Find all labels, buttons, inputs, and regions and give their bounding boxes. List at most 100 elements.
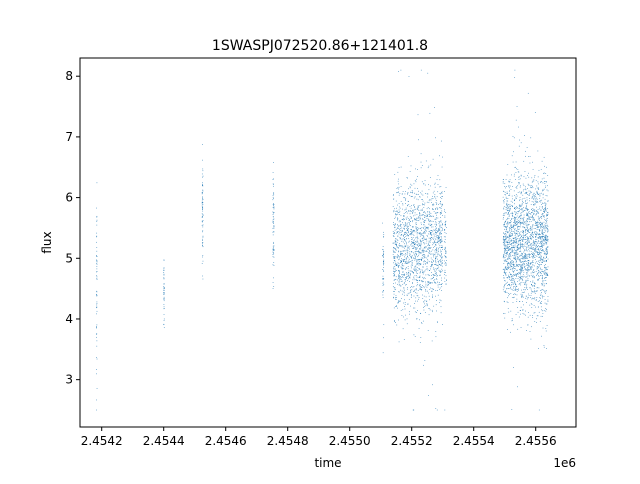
data-point bbox=[427, 207, 429, 208]
data-point bbox=[507, 200, 509, 202]
data-point bbox=[503, 207, 505, 209]
data-point bbox=[272, 256, 274, 258]
data-point bbox=[514, 221, 515, 222]
data-point bbox=[425, 289, 426, 291]
data-point bbox=[516, 222, 517, 223]
data-point bbox=[419, 212, 420, 214]
data-point bbox=[508, 243, 510, 245]
data-point bbox=[430, 282, 432, 284]
data-point bbox=[423, 301, 425, 303]
data-point bbox=[393, 222, 394, 223]
data-point bbox=[433, 305, 435, 307]
data-point bbox=[398, 270, 400, 271]
data-point bbox=[523, 289, 525, 291]
data-point bbox=[526, 229, 528, 231]
data-point bbox=[445, 212, 447, 213]
data-point bbox=[429, 112, 431, 114]
data-point bbox=[519, 216, 521, 217]
data-point bbox=[545, 249, 547, 251]
data-point bbox=[272, 249, 274, 251]
data-point bbox=[540, 290, 541, 292]
data-point bbox=[202, 244, 203, 246]
data-point bbox=[202, 245, 203, 247]
data-point bbox=[509, 293, 510, 295]
data-point bbox=[410, 265, 412, 267]
data-point bbox=[404, 215, 405, 217]
data-point bbox=[510, 226, 512, 228]
data-point bbox=[445, 233, 447, 234]
data-point bbox=[532, 280, 534, 282]
data-point bbox=[518, 217, 519, 219]
data-point bbox=[512, 201, 513, 203]
data-point bbox=[546, 214, 548, 216]
data-point bbox=[532, 274, 534, 276]
data-point bbox=[420, 280, 422, 281]
data-point bbox=[525, 310, 526, 312]
data-point bbox=[502, 269, 504, 270]
data-point bbox=[422, 218, 423, 220]
data-point bbox=[444, 222, 446, 223]
data-point bbox=[512, 283, 514, 285]
data-point bbox=[396, 239, 398, 241]
data-point bbox=[506, 231, 508, 233]
data-point bbox=[527, 239, 529, 240]
data-point bbox=[404, 224, 406, 226]
data-point bbox=[273, 208, 275, 210]
data-point bbox=[398, 212, 400, 213]
data-point bbox=[427, 303, 428, 305]
data-point bbox=[396, 279, 398, 281]
data-point bbox=[535, 239, 536, 241]
data-point bbox=[430, 287, 431, 289]
data-point bbox=[418, 262, 419, 264]
data-point bbox=[539, 237, 541, 238]
data-point bbox=[435, 212, 437, 214]
data-point bbox=[433, 243, 435, 245]
data-point bbox=[503, 251, 505, 253]
data-point bbox=[394, 233, 396, 235]
data-point bbox=[540, 248, 541, 250]
data-point bbox=[444, 229, 445, 230]
data-point bbox=[435, 217, 437, 218]
data-point bbox=[546, 181, 548, 183]
data-point bbox=[433, 280, 435, 281]
data-point bbox=[434, 282, 436, 284]
data-point bbox=[517, 328, 519, 330]
data-point bbox=[543, 240, 545, 242]
data-point bbox=[396, 245, 397, 247]
data-point bbox=[273, 221, 274, 222]
data-point bbox=[546, 251, 548, 252]
data-point bbox=[536, 315, 538, 317]
data-point bbox=[514, 289, 516, 291]
data-point bbox=[536, 187, 538, 189]
data-point bbox=[527, 209, 528, 211]
data-point bbox=[547, 213, 549, 215]
data-point bbox=[201, 220, 203, 222]
data-point bbox=[503, 202, 505, 204]
data-point bbox=[409, 313, 410, 315]
data-point bbox=[507, 250, 509, 251]
data-point bbox=[504, 194, 506, 195]
data-point bbox=[532, 209, 534, 211]
data-point bbox=[445, 250, 447, 251]
data-point bbox=[534, 209, 536, 211]
data-point bbox=[518, 316, 520, 318]
data-point bbox=[393, 293, 395, 295]
data-point bbox=[505, 226, 506, 228]
data-point bbox=[546, 274, 548, 276]
data-point bbox=[545, 271, 547, 273]
data-point bbox=[428, 244, 429, 245]
data-point bbox=[402, 293, 403, 295]
data-point bbox=[516, 294, 518, 296]
data-point bbox=[542, 271, 544, 272]
data-point bbox=[410, 217, 412, 219]
data-point bbox=[406, 288, 408, 290]
data-point bbox=[513, 240, 515, 241]
data-point bbox=[537, 253, 539, 255]
data-point bbox=[509, 235, 511, 237]
data-point bbox=[507, 281, 508, 283]
data-point bbox=[445, 275, 447, 277]
x-tick-label: 2.4554 bbox=[453, 434, 495, 448]
data-point bbox=[414, 275, 416, 277]
data-point bbox=[414, 256, 416, 257]
data-point bbox=[403, 254, 405, 256]
